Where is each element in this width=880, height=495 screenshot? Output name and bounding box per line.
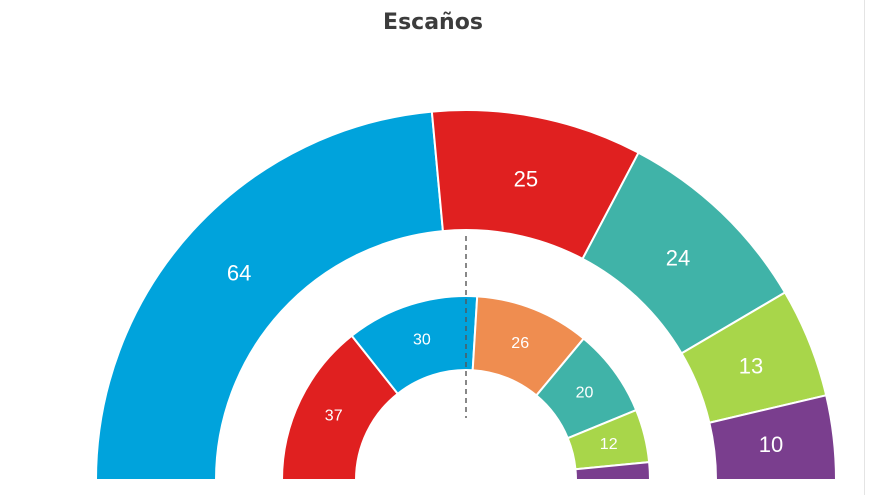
outer-ring-slice [708,394,838,481]
inner-ring-label: 12 [600,436,618,453]
divider [864,0,865,495]
inner-ring-label: 37 [325,408,343,425]
inner-ring-slice [574,461,652,481]
outer-ring-label: 24 [666,246,690,271]
outer-ring: 64 25 24 13 10 [94,109,838,481]
chart-title: Escaños [383,10,483,35]
outer-ring-label: 25 [514,166,538,191]
outer-ring-label: 13 [739,353,763,378]
inner-ring-label: 30 [413,331,431,348]
inner-ring-label: 26 [511,335,529,352]
inner-ring: 37 30 26 20 12 [280,294,652,481]
outer-ring-slice [94,110,445,481]
outer-ring-label: 10 [759,432,783,457]
outer-ring-label: 64 [227,261,251,286]
inner-ring-label: 20 [576,385,594,402]
